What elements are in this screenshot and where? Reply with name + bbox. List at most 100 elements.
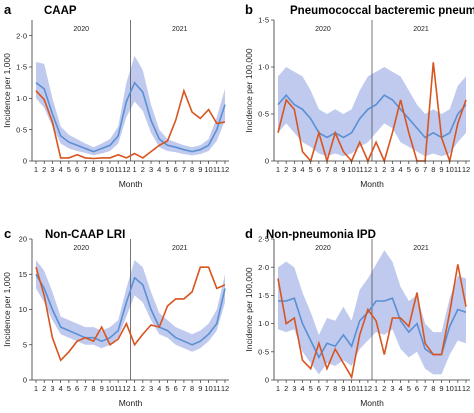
- x-tick-label: 12: [462, 165, 470, 174]
- x-tick-label: 10: [347, 165, 355, 174]
- x-tick-label: 7: [423, 165, 427, 174]
- x-tick-label: 1: [133, 165, 137, 174]
- x-tick-label: 2: [141, 384, 145, 393]
- x-tick-label: 2: [382, 165, 386, 174]
- x-tick-label: 4: [300, 165, 304, 174]
- x-tick-label: 9: [439, 384, 443, 393]
- x-tick-label: 9: [100, 165, 104, 174]
- x-tick-label: 3: [390, 384, 394, 393]
- x-tick-label: 5: [309, 384, 313, 393]
- x-tick-label: 6: [415, 384, 419, 393]
- x-tick-label: 8: [431, 165, 435, 174]
- x-tick-label: 9: [198, 384, 202, 393]
- y-tick-label: 1·0: [258, 319, 269, 328]
- year-label-2020: 2020: [315, 245, 331, 252]
- x-tick-label: 8: [91, 165, 95, 174]
- x-tick-label: 10: [204, 384, 212, 393]
- x-tick-label: 3: [50, 165, 54, 174]
- x-tick-label: 2: [42, 165, 46, 174]
- x-tick-label: 10: [204, 165, 212, 174]
- x-axis-label: Month: [119, 179, 143, 189]
- x-tick-label: 6: [174, 384, 178, 393]
- x-tick-label: 6: [75, 165, 79, 174]
- x-tick-label: 8: [431, 384, 435, 393]
- y-tick-label: 0: [23, 157, 27, 166]
- x-tick-label: 5: [407, 384, 411, 393]
- x-tick-label: 11: [356, 384, 364, 393]
- y-tick-label: 0·5: [16, 125, 27, 134]
- x-tick-label: 10: [445, 165, 453, 174]
- y-tick-label: 0: [265, 376, 269, 385]
- x-tick-label: 5: [309, 165, 313, 174]
- x-tick-label: 9: [341, 384, 345, 393]
- x-axis-label: Month: [360, 398, 384, 408]
- x-tick-label: 1: [276, 165, 280, 174]
- x-tick-label: 5: [67, 165, 71, 174]
- panel-letter: d: [245, 226, 253, 241]
- x-tick-label: 9: [341, 165, 345, 174]
- x-tick-label: 6: [317, 165, 321, 174]
- y-axis-label: Incidence per 100,000: [244, 48, 254, 132]
- x-tick-label: 7: [182, 165, 186, 174]
- x-tick-label: 10: [347, 384, 355, 393]
- x-tick-label: 1: [34, 165, 38, 174]
- panel-title: CAAP: [44, 5, 77, 17]
- x-tick-label: 7: [182, 384, 186, 393]
- y-tick-label: 2·0: [16, 31, 27, 40]
- year-label-2021: 2021: [172, 26, 188, 33]
- x-tick-label: 1: [374, 384, 378, 393]
- y-axis-label: Incidence per 1,000: [2, 272, 12, 347]
- x-tick-label: 1: [133, 384, 137, 393]
- y-tick-label: 0: [23, 376, 27, 385]
- x-tick-label: 10: [106, 165, 114, 174]
- y-axis-label: Incidence per 100,000: [244, 267, 254, 351]
- x-tick-label: 3: [390, 165, 394, 174]
- x-tick-label: 9: [439, 165, 443, 174]
- y-tick-label: 1·5: [16, 63, 27, 72]
- x-tick-label: 6: [415, 165, 419, 174]
- year-label-2020: 2020: [73, 26, 89, 33]
- x-tick-label: 9: [198, 165, 202, 174]
- panel-letter: a: [4, 2, 12, 17]
- x-tick-label: 5: [67, 384, 71, 393]
- x-tick-label: 2: [382, 384, 386, 393]
- x-tick-label: 7: [325, 384, 329, 393]
- x-tick-label: 4: [399, 165, 403, 174]
- y-tick-label: 0: [265, 157, 269, 166]
- x-tick-label: 4: [300, 384, 304, 393]
- x-tick-label: 12: [462, 384, 470, 393]
- x-tick-label: 5: [165, 384, 169, 393]
- x-tick-label: 7: [325, 165, 329, 174]
- x-tick-label: 4: [399, 384, 403, 393]
- panel-letter: c: [4, 226, 11, 241]
- x-tick-label: 5: [165, 165, 169, 174]
- x-tick-label: 12: [221, 165, 229, 174]
- y-tick-label: 1·5: [258, 291, 269, 300]
- x-tick-label: 6: [75, 384, 79, 393]
- x-tick-label: 12: [122, 384, 130, 393]
- x-tick-label: 2: [141, 165, 145, 174]
- x-tick-label: 12: [364, 165, 372, 174]
- y-tick-label: 0·5: [258, 347, 269, 356]
- panel-a: a CAAP2020 202100·51·01·52·01 2 3 4 5 6 7 8 9 10 11 1…: [2, 2, 229, 189]
- x-tick-label: 3: [149, 384, 153, 393]
- x-tick-label: 3: [50, 384, 54, 393]
- panel-title: Non-CAAP LRI: [45, 229, 125, 241]
- x-tick-label: 2: [284, 384, 288, 393]
- x-tick-label: 3: [149, 165, 153, 174]
- x-tick-label: 8: [333, 165, 337, 174]
- y-tick-label: 0·5: [258, 110, 269, 119]
- panel-title: Non-pneumonia IPD: [266, 229, 376, 241]
- x-tick-label: 10: [106, 384, 114, 393]
- y-tick-label: 20: [19, 235, 27, 244]
- x-tick-label: 6: [174, 165, 178, 174]
- x-axis-label: Month: [360, 179, 384, 189]
- y-axis-label: Incidence per 1,000: [2, 53, 12, 128]
- x-tick-label: 12: [364, 384, 372, 393]
- x-tick-label: 1: [34, 384, 38, 393]
- y-tick-label: 15: [19, 270, 27, 279]
- x-tick-label: 8: [190, 165, 194, 174]
- year-label-2020: 2020: [315, 26, 331, 33]
